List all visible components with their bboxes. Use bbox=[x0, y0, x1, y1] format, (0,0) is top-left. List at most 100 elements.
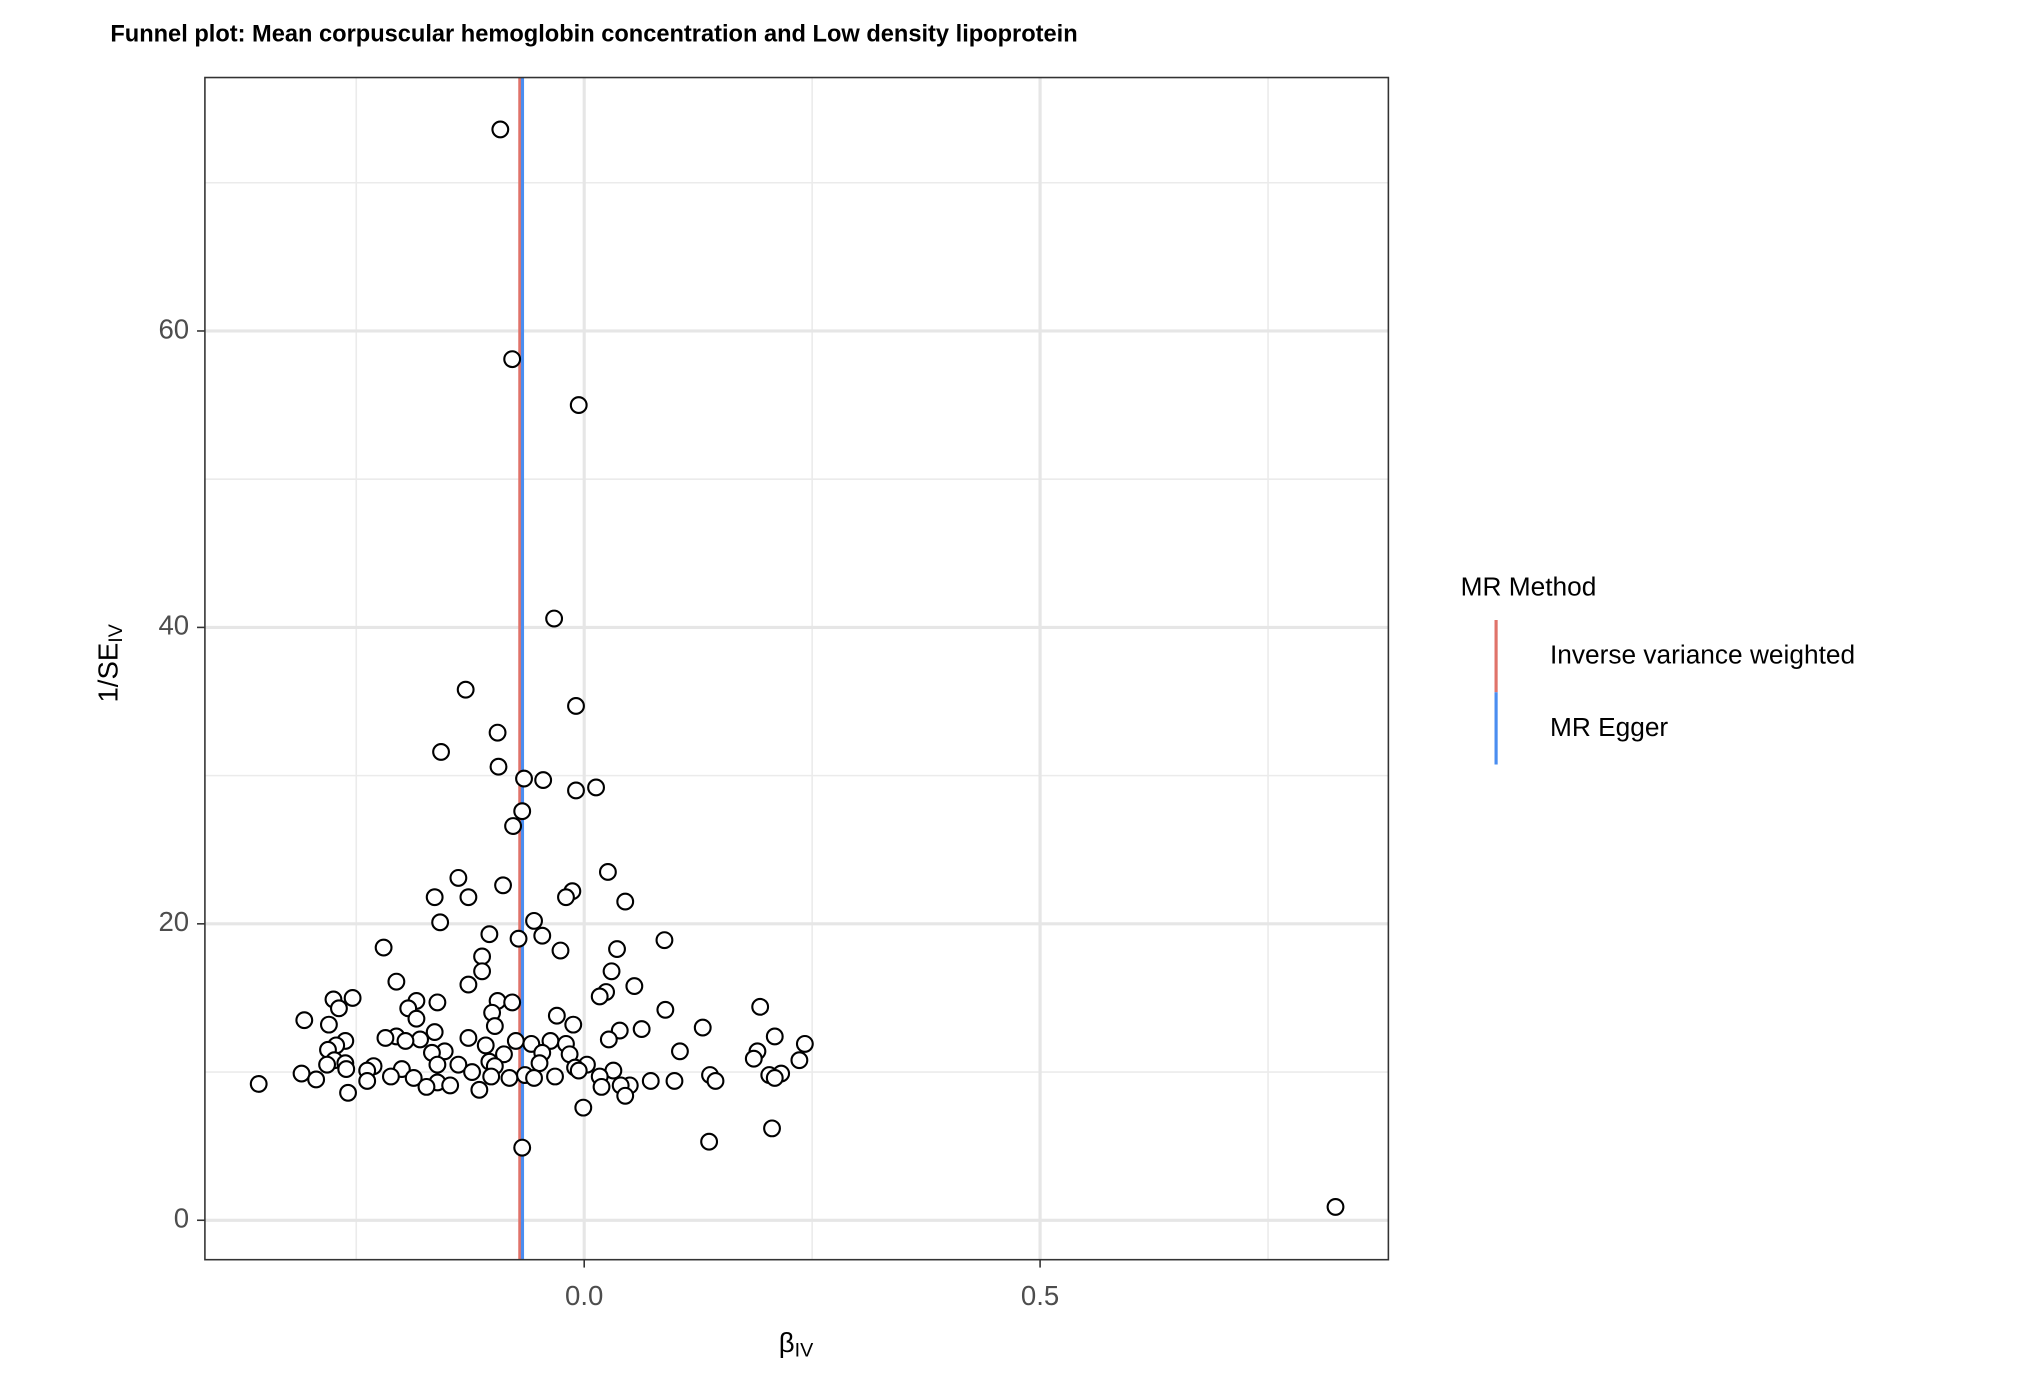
point bbox=[504, 817, 523, 835]
point bbox=[376, 1029, 395, 1047]
point bbox=[500, 1069, 519, 1087]
point bbox=[587, 778, 605, 797]
point bbox=[525, 911, 543, 930]
point bbox=[608, 940, 626, 958]
point bbox=[765, 1027, 784, 1046]
point bbox=[641, 1072, 660, 1090]
x-axis-label: βIV bbox=[779, 1327, 814, 1361]
point bbox=[598, 863, 617, 881]
point bbox=[551, 941, 570, 960]
point bbox=[480, 925, 499, 944]
point bbox=[318, 1055, 337, 1074]
point bbox=[790, 1051, 809, 1070]
point bbox=[485, 1017, 504, 1036]
point bbox=[506, 1031, 525, 1050]
point bbox=[476, 1036, 495, 1055]
point bbox=[489, 757, 508, 776]
point bbox=[655, 931, 674, 950]
point bbox=[494, 876, 512, 895]
point bbox=[432, 742, 450, 761]
point bbox=[463, 1063, 481, 1081]
point bbox=[425, 888, 444, 907]
y-label-sub: IV bbox=[105, 623, 127, 642]
point bbox=[706, 1072, 725, 1090]
point bbox=[343, 989, 362, 1007]
legend: Inverse variance weighted MR Egger bbox=[1494, 620, 1855, 765]
point bbox=[337, 1060, 356, 1079]
point bbox=[569, 396, 588, 415]
y-tick-label: 20 bbox=[158, 906, 189, 937]
point bbox=[795, 1034, 814, 1053]
point bbox=[503, 993, 522, 1012]
panel-border bbox=[204, 76, 1390, 1261]
point bbox=[665, 1072, 684, 1090]
point bbox=[599, 1030, 618, 1049]
point bbox=[503, 350, 522, 369]
y-tick-label: 60 bbox=[158, 313, 189, 344]
plot-area: 0.0 0.5 0 20 40 60 bbox=[158, 77, 1389, 1311]
point bbox=[515, 769, 533, 788]
point bbox=[574, 1098, 593, 1117]
point bbox=[339, 1083, 357, 1102]
point bbox=[1326, 1197, 1345, 1216]
point bbox=[358, 1072, 377, 1090]
point bbox=[592, 1077, 611, 1096]
y-axis-label: 1/SEIV bbox=[93, 623, 127, 702]
point bbox=[249, 1074, 268, 1093]
point bbox=[693, 1018, 712, 1037]
point bbox=[569, 1061, 588, 1080]
point bbox=[404, 1069, 423, 1087]
point bbox=[567, 781, 585, 800]
legend-title: MR Method bbox=[1461, 571, 1597, 601]
point bbox=[470, 1080, 489, 1099]
y-tick-label: 40 bbox=[158, 610, 189, 641]
point bbox=[533, 926, 552, 945]
point bbox=[513, 1138, 532, 1157]
point bbox=[396, 1031, 415, 1050]
point bbox=[513, 802, 532, 821]
point bbox=[292, 1064, 311, 1083]
point bbox=[459, 888, 478, 907]
point bbox=[407, 1009, 426, 1028]
x-tick-label: 0.0 bbox=[565, 1280, 603, 1311]
point bbox=[509, 929, 528, 948]
point bbox=[381, 1067, 400, 1086]
point bbox=[567, 697, 585, 715]
y-tick-label: 0 bbox=[174, 1203, 189, 1234]
point bbox=[625, 977, 644, 996]
point bbox=[482, 1067, 501, 1086]
point bbox=[590, 987, 609, 1006]
point bbox=[744, 1049, 763, 1068]
point bbox=[700, 1132, 719, 1151]
legend-label: MR Egger bbox=[1550, 712, 1668, 742]
point bbox=[307, 1070, 326, 1089]
point bbox=[534, 771, 553, 790]
point bbox=[495, 1045, 513, 1064]
point bbox=[441, 1076, 460, 1095]
point bbox=[751, 997, 770, 1016]
point bbox=[546, 1067, 564, 1086]
point bbox=[602, 962, 621, 981]
point bbox=[449, 868, 468, 887]
chart-title: Funnel plot: Mean corpuscular hemoglobin… bbox=[110, 22, 1077, 48]
point bbox=[428, 1055, 447, 1074]
point bbox=[459, 1029, 478, 1047]
point bbox=[656, 1000, 675, 1019]
point bbox=[616, 1086, 635, 1105]
point bbox=[295, 1011, 314, 1030]
point bbox=[671, 1042, 689, 1061]
point bbox=[374, 938, 393, 957]
point bbox=[473, 947, 492, 966]
point bbox=[545, 609, 564, 628]
point bbox=[616, 892, 635, 911]
point bbox=[387, 972, 406, 991]
legend-label: Inverse variance weighted bbox=[1550, 640, 1855, 670]
point bbox=[330, 999, 348, 1018]
point bbox=[459, 975, 478, 994]
point bbox=[456, 680, 475, 699]
point bbox=[564, 1015, 583, 1034]
point bbox=[525, 1069, 543, 1087]
x-label-main: β bbox=[779, 1327, 795, 1358]
